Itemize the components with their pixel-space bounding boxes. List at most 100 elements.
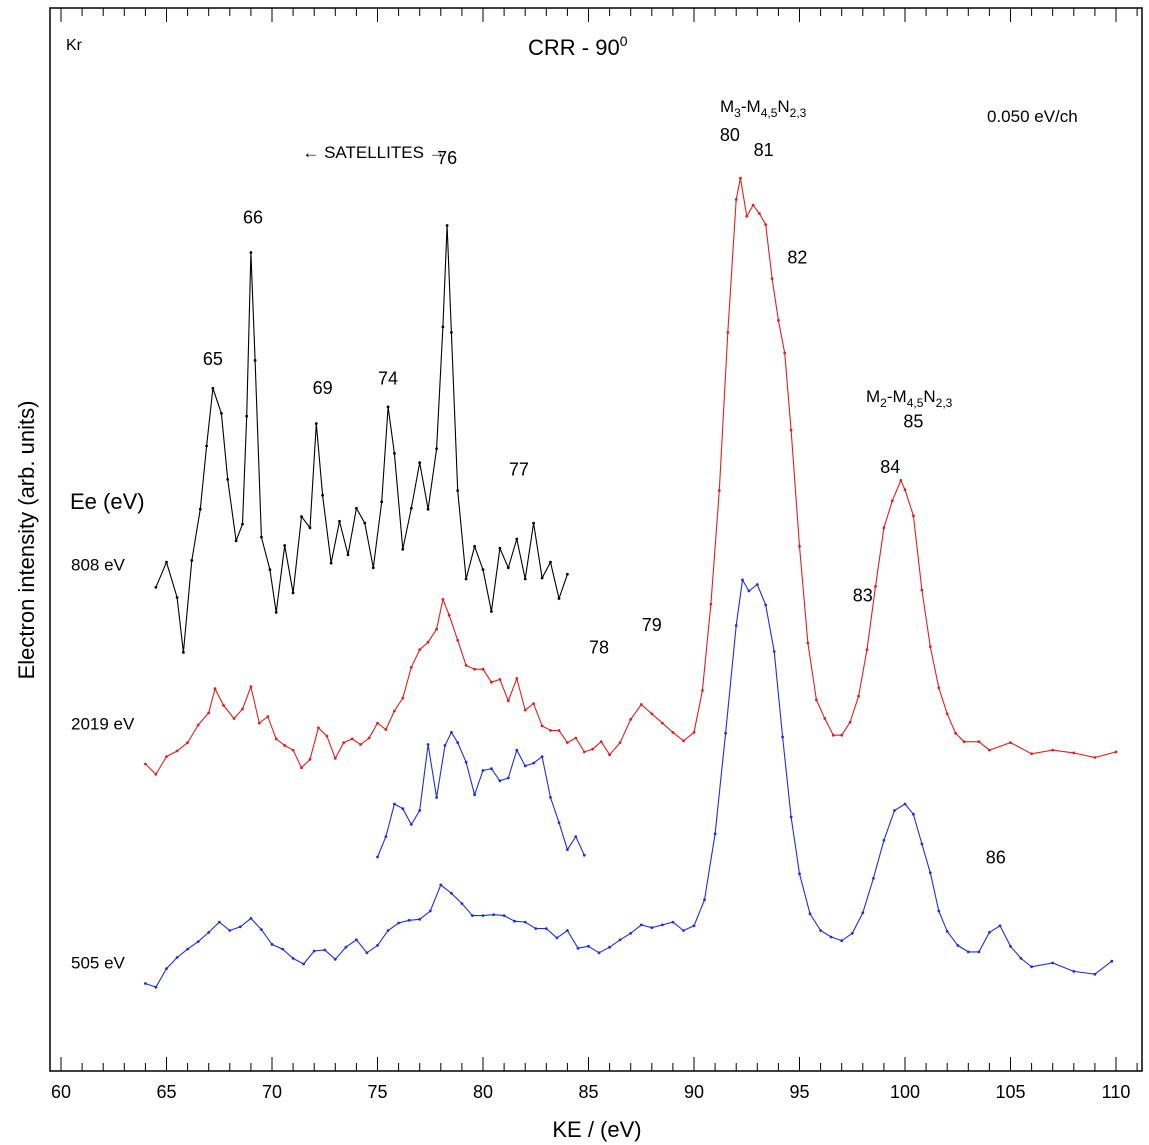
data-point [523, 577, 527, 581]
x-tick-label: 110 [1102, 1082, 1131, 1102]
data-point [928, 871, 932, 875]
data-point [808, 912, 812, 916]
data-point [456, 741, 460, 744]
data-point [597, 951, 601, 955]
peak-label: 81 [754, 140, 774, 160]
data-point [342, 741, 346, 744]
data-point [966, 950, 970, 954]
data-point [920, 842, 924, 846]
data-point [1093, 756, 1097, 759]
element-label: Kr [66, 37, 83, 54]
data-point [154, 772, 158, 776]
data-point [671, 731, 675, 734]
data-point [650, 712, 654, 716]
data-point [186, 947, 190, 951]
data-point [591, 747, 595, 751]
data-point [450, 891, 453, 895]
data-point [226, 478, 230, 481]
data-point [175, 749, 179, 753]
data-point [393, 452, 396, 455]
data-point [582, 853, 586, 857]
data-point [840, 939, 844, 943]
data-point [367, 736, 371, 740]
data-point [376, 855, 379, 859]
data-point [409, 665, 413, 669]
peak-label: 76 [437, 148, 457, 168]
data-point [464, 760, 468, 764]
data-point [789, 815, 793, 819]
data-point [755, 583, 759, 586]
data-point [850, 931, 854, 935]
data-point [355, 938, 358, 942]
m3-transition-label: M3-M4,5N2,3 [720, 97, 807, 120]
data-point [418, 461, 422, 465]
data-point [257, 721, 261, 725]
data-point [639, 703, 643, 706]
data-point [574, 736, 578, 740]
chart-title-text: CRR - 90 [528, 35, 620, 60]
data-point [207, 711, 211, 715]
data-point [703, 898, 706, 902]
data-point [409, 506, 413, 510]
data-point [317, 726, 320, 730]
data-point [777, 319, 780, 322]
series-3 [376, 731, 586, 859]
data-point [253, 359, 257, 362]
data-point [456, 489, 460, 492]
data-point [460, 902, 464, 905]
data-point [249, 685, 253, 689]
data-point [540, 576, 544, 580]
label-layer: 65 66 69 74 76 77 78 79 80 81 82 83 84 85 86 808 eV 2019… [71, 125, 1006, 973]
data-point [977, 740, 981, 744]
data-point [1009, 741, 1012, 744]
data-point [618, 741, 622, 744]
data-point [872, 877, 875, 880]
data-point [1009, 944, 1012, 948]
data-point [490, 610, 493, 613]
series-2 [144, 578, 1114, 989]
data-point [401, 807, 405, 811]
peak-label: 74 [378, 369, 398, 389]
data-point [739, 176, 742, 180]
data-point [903, 488, 907, 492]
data-point [205, 444, 209, 448]
data-point [376, 721, 379, 725]
data-point [682, 739, 685, 743]
data-point [1030, 752, 1033, 756]
data-point [734, 624, 738, 627]
data-point [544, 927, 548, 930]
data-point [165, 755, 168, 758]
data-point [213, 687, 217, 691]
peak-label: 83 [853, 585, 873, 605]
data-point [903, 802, 907, 806]
data-point [217, 920, 221, 924]
data-point [323, 948, 327, 952]
data-point [650, 926, 654, 930]
data-point [154, 985, 158, 989]
data-point [717, 489, 721, 492]
data-point [186, 741, 190, 744]
m2-transition-label: M2-M4,5N2,3 [866, 387, 953, 410]
data-point [823, 717, 827, 720]
data-point [682, 929, 685, 932]
data-point [587, 944, 590, 948]
x-tick-label: 60 [51, 1082, 71, 1102]
data-point [815, 698, 818, 702]
data-point [441, 598, 445, 601]
data-point [582, 750, 586, 754]
data-point [321, 493, 324, 497]
data-point [502, 914, 506, 917]
axis-ticks [60, 8, 1138, 1071]
data-point [692, 731, 696, 734]
data-point [857, 694, 860, 698]
data-point [447, 613, 451, 617]
data-point [783, 351, 787, 355]
data-point [523, 920, 527, 924]
data-point [274, 611, 278, 614]
data-point [661, 923, 664, 927]
data-point [557, 729, 561, 732]
data-point [241, 707, 244, 711]
data-point [532, 761, 535, 765]
data-point [709, 602, 713, 606]
